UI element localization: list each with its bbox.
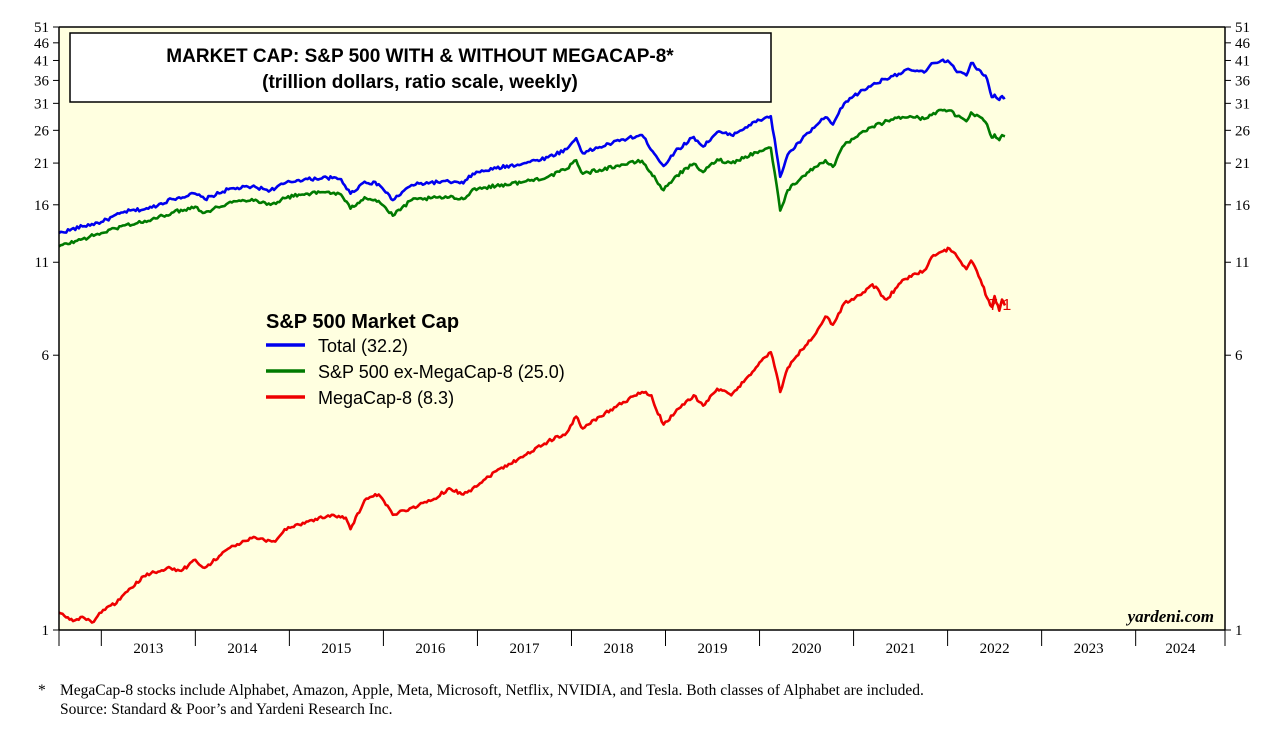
x-tick-label: 2014 <box>227 641 258 657</box>
x-tick-label: 2024 <box>1165 641 1196 657</box>
y-tick-label-left: 16 <box>34 198 50 214</box>
y-tick-label-right: 11 <box>1235 255 1249 271</box>
series-line-megacap <box>58 246 1007 624</box>
title-box: MARKET CAP: S&P 500 WITH & WITHOUT MEGAC… <box>69 32 772 103</box>
date-annotation: 7/1 <box>989 297 1011 314</box>
y-tick-label-left: 51 <box>34 20 49 36</box>
series-line-ex-megacap <box>58 108 1006 248</box>
legend-title: S&P 500 Market Cap <box>266 311 459 333</box>
x-tick-label: 2018 <box>603 641 633 657</box>
y-tick-label-left: 21 <box>34 156 49 172</box>
y-tick-label-left: 11 <box>35 255 49 271</box>
y-tick-label-right: 6 <box>1235 348 1243 364</box>
series-line-total <box>58 58 1006 235</box>
y-tick-label-left: 46 <box>34 36 50 52</box>
x-tick-label: 2022 <box>980 641 1010 657</box>
footnote-line-2: Source: Standard & Poor’s and Yardeni Re… <box>60 701 393 718</box>
y-tick-label-right: 46 <box>1235 36 1251 52</box>
x-tick-label: 2015 <box>321 641 351 657</box>
footnote-line-1: MegaCap-8 stocks include Alphabet, Amazo… <box>60 682 924 699</box>
y-tick-label-left: 31 <box>34 96 49 112</box>
x-tick-label: 2017 <box>509 641 540 657</box>
y-tick-label-left: 26 <box>34 123 50 139</box>
y-tick-label-right: 41 <box>1235 53 1250 69</box>
plot-area <box>59 27 1225 630</box>
x-tick-label: 2019 <box>698 641 728 657</box>
legend-label-megacap: MegaCap-8 (8.3) <box>318 388 454 408</box>
watermark: yardeni.com <box>1126 607 1214 626</box>
y-tick-label-right: 1 <box>1235 623 1243 639</box>
legend-label-total: Total (32.2) <box>318 336 408 356</box>
x-tick-label: 2021 <box>886 641 916 657</box>
legend-label-ex-megacap: S&P 500 ex-MegaCap-8 (25.0) <box>318 362 565 382</box>
y-tick-label-left: 36 <box>34 73 50 89</box>
y-tick-label-right: 36 <box>1235 73 1251 89</box>
y-tick-label-right: 26 <box>1235 123 1251 139</box>
y-tick-label-left: 1 <box>42 623 50 639</box>
legend: S&P 500 Market Cap Total (32.2) S&P 500 … <box>266 311 565 408</box>
footnote-marker: * <box>38 682 46 699</box>
y-tick-label-right: 51 <box>1235 20 1250 36</box>
y-tick-label-left: 41 <box>34 53 49 69</box>
x-tick-label: 2013 <box>133 641 163 657</box>
x-tick-label: 2023 <box>1074 641 1104 657</box>
chart-subtitle: (trillion dollars, ratio scale, weekly) <box>262 72 578 93</box>
chart-title: MARKET CAP: S&P 500 WITH & WITHOUT MEGAC… <box>166 46 674 67</box>
y-tick-label-right: 16 <box>1235 198 1251 214</box>
x-tick-label: 2020 <box>792 641 822 657</box>
y-tick-label-right: 31 <box>1235 96 1250 112</box>
y-tick-label-left: 6 <box>42 348 50 364</box>
y-tick-label-right: 21 <box>1235 156 1250 172</box>
x-tick-label: 2016 <box>415 641 446 657</box>
